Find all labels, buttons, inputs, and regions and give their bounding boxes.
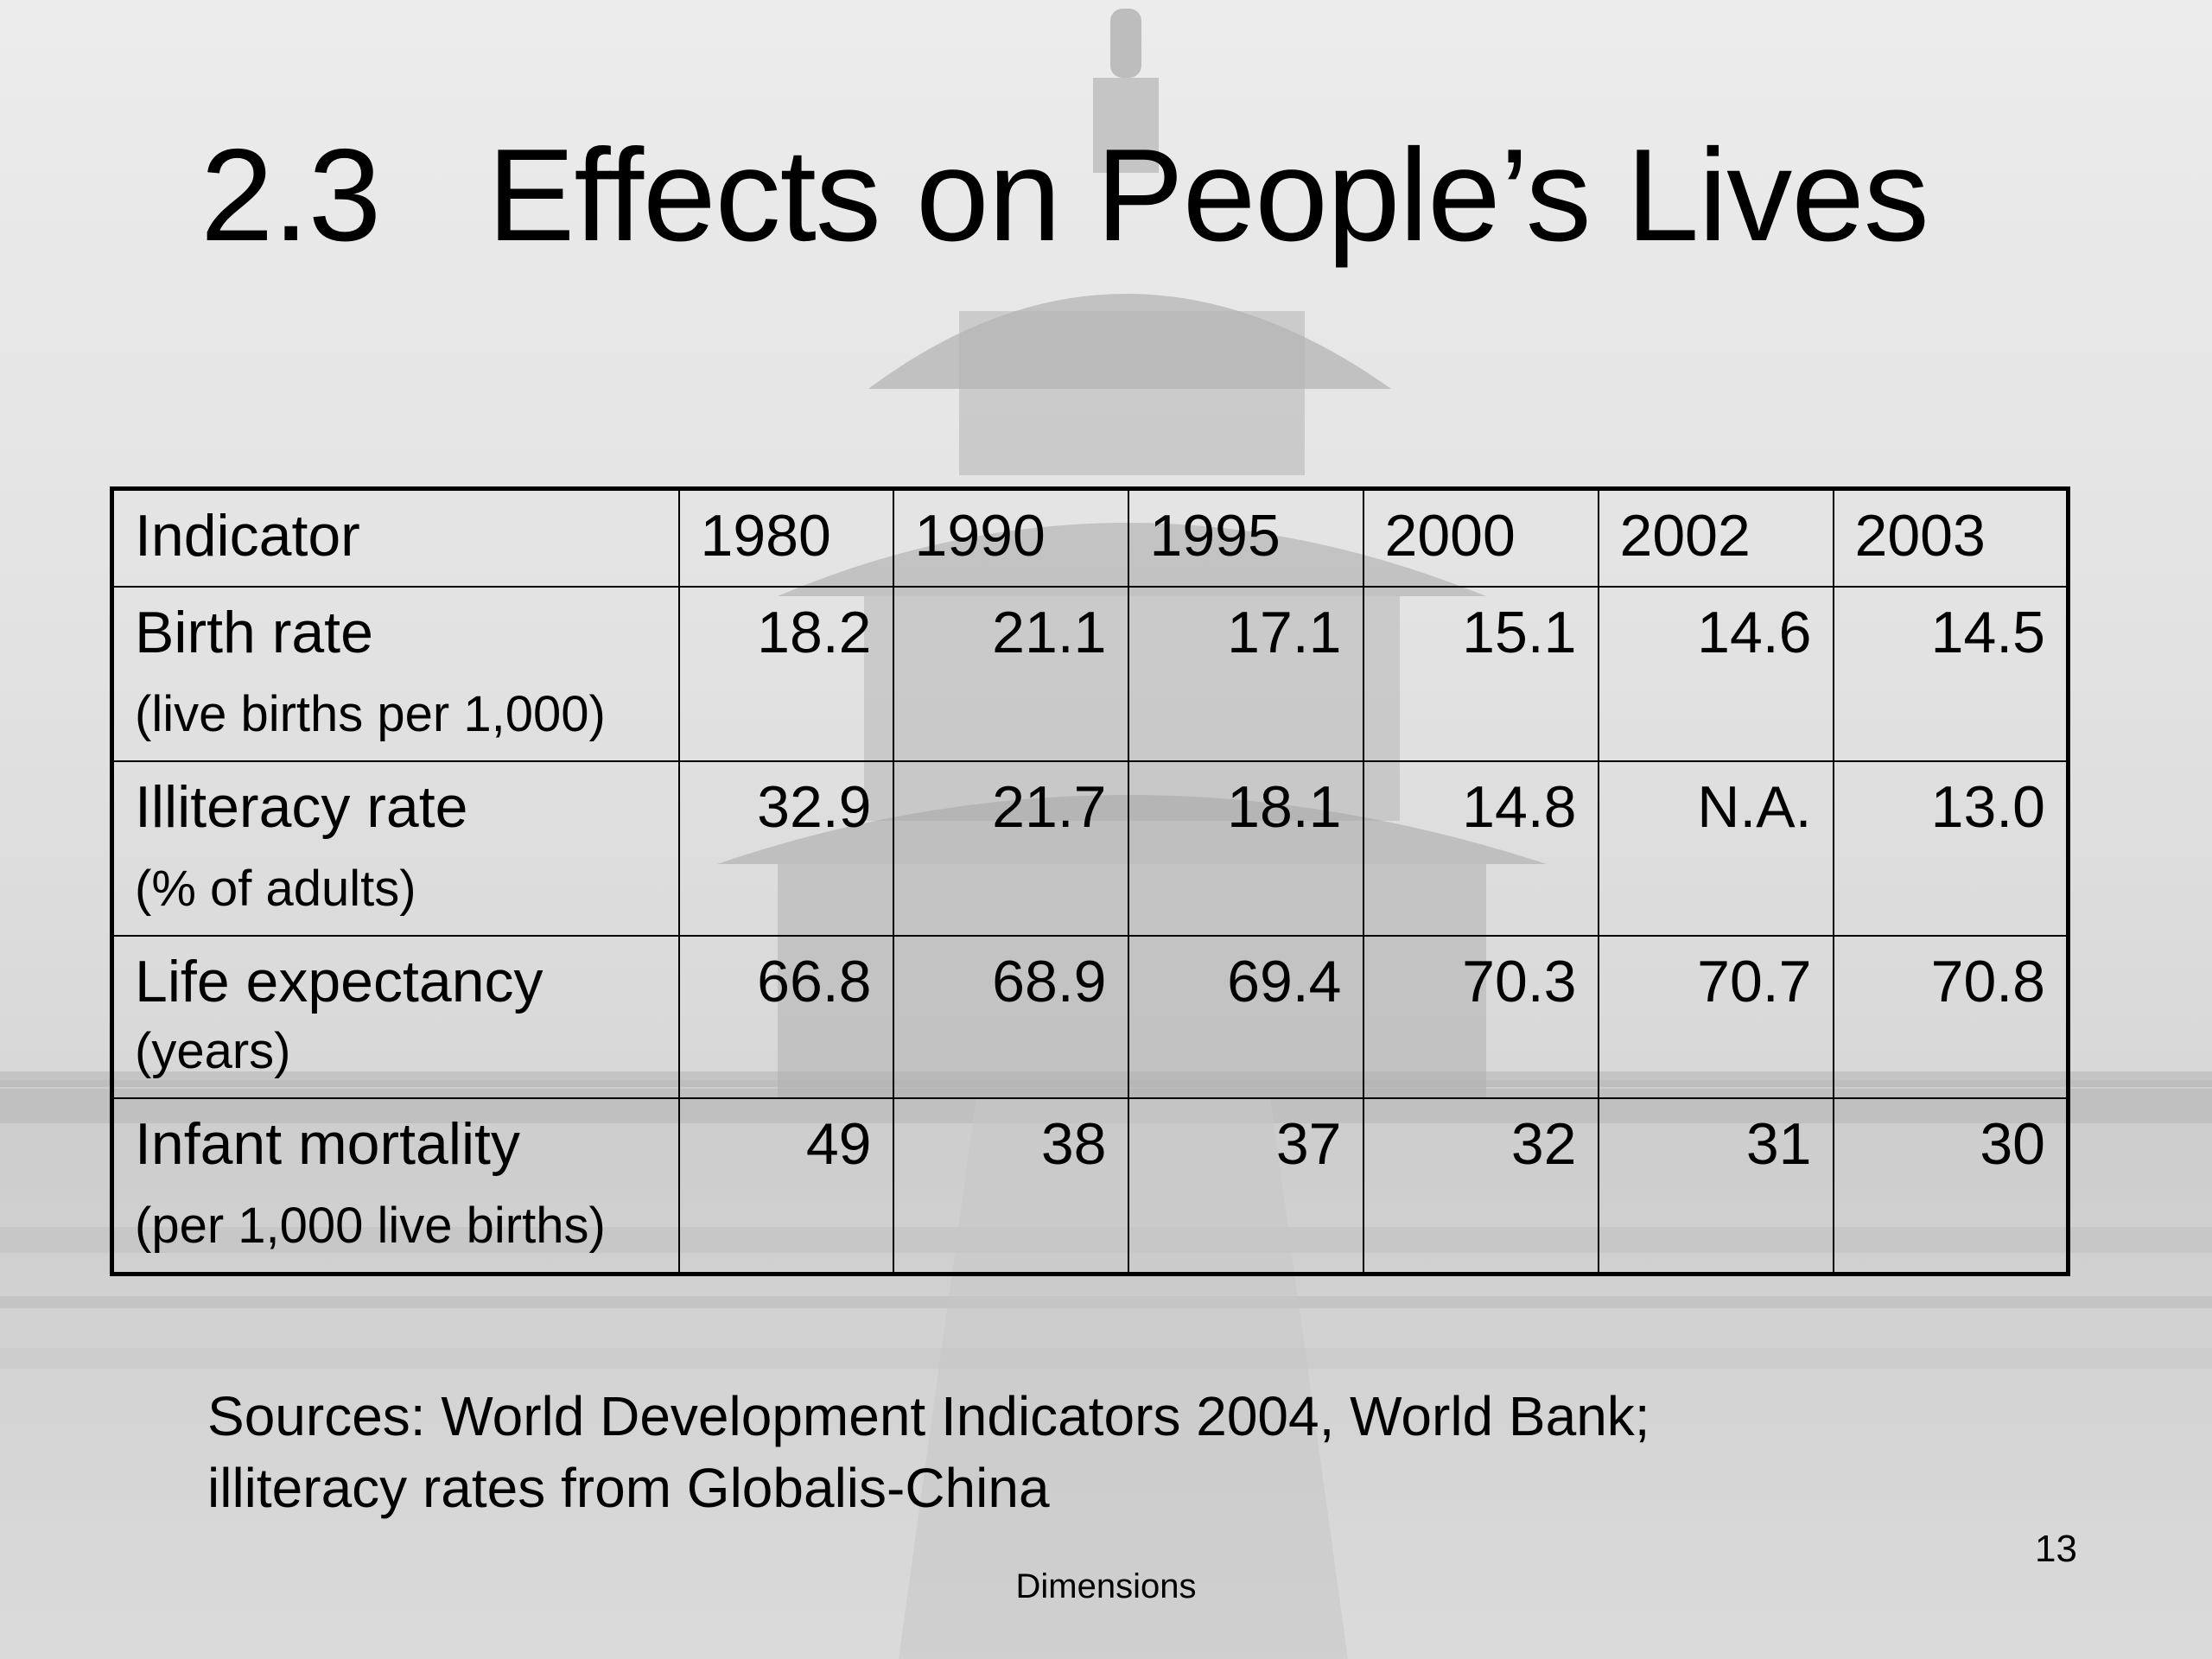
value-cell: 69.4	[1127, 935, 1364, 1099]
column-header: 1990	[892, 487, 1129, 588]
value-cell: 14.8	[1362, 760, 1599, 937]
value-cell: 14.6	[1597, 586, 1834, 762]
table-row: Birth rate (live births per 1,000) 18.2 …	[111, 586, 2069, 762]
value-cell: 66.8	[677, 935, 894, 1099]
value-cell: 31	[1597, 1097, 1834, 1275]
indicator-unit: (per 1,000 live births)	[135, 1198, 606, 1254]
value-cell: 68.9	[892, 935, 1129, 1099]
value-cell: 15.1	[1362, 586, 1599, 762]
value-cell: 32	[1362, 1097, 1599, 1275]
sources-line: illiteracy rates from Globalis-China	[207, 1457, 1050, 1520]
indicator-name: Infant mortality	[135, 1111, 520, 1177]
column-header: 2002	[1597, 487, 1834, 588]
indicator-cell: Infant mortality (per 1,000 live births)	[111, 1097, 680, 1275]
indicator-unit: (years)	[135, 1023, 291, 1079]
table-header-row: Indicator 1980 1990 1995 2000 2002 2003	[111, 487, 2069, 588]
indicator-cell: Birth rate (live births per 1,000)	[111, 586, 680, 762]
indicator-name: Life expectancy	[135, 949, 543, 1014]
value-cell: 21.7	[892, 760, 1129, 937]
value-cell: 70.8	[1832, 935, 2069, 1099]
value-cell: 70.3	[1362, 935, 1599, 1099]
value-cell: 18.2	[677, 586, 894, 762]
sources-line: Sources: World Development Indicators 20…	[207, 1385, 1650, 1447]
value-cell: 30	[1832, 1097, 2069, 1275]
indicator-unit: (live births per 1,000)	[135, 686, 606, 742]
value-cell: 49	[677, 1097, 894, 1275]
footer-text: Dimensions	[1015, 1567, 1197, 1605]
sources-note: Sources: World Development Indicators 20…	[207, 1381, 1650, 1524]
value-cell: 14.5	[1832, 586, 2069, 762]
column-header: 1980	[677, 487, 894, 588]
column-header: 1995	[1127, 487, 1364, 588]
column-header: 2003	[1832, 487, 2069, 588]
table-row: Infant mortality (per 1,000 live births)…	[111, 1097, 2069, 1275]
indicators-table: Indicator 1980 1990 1995 2000 2002 2003 …	[110, 486, 2070, 1276]
value-cell: 21.1	[892, 586, 1129, 762]
value-cell: N.A.	[1597, 760, 1834, 937]
table-row: Illiteracy rate (% of adults) 32.9 21.7 …	[111, 760, 2069, 937]
value-cell: 70.7	[1597, 935, 1834, 1099]
value-cell: 37	[1127, 1097, 1364, 1275]
value-cell: 38	[892, 1097, 1129, 1275]
value-cell: 18.1	[1127, 760, 1364, 937]
indicator-cell: Life expectancy (years)	[111, 935, 680, 1099]
indicator-cell: Illiteracy rate (% of adults)	[111, 760, 680, 937]
value-cell: 13.0	[1832, 760, 2069, 937]
indicator-name: Birth rate	[135, 600, 373, 665]
indicator-name: Illiteracy rate	[135, 774, 468, 840]
table-row: Life expectancy (years) 66.8 68.9 69.4 7…	[111, 935, 2069, 1099]
value-cell: 17.1	[1127, 586, 1364, 762]
page-number: 13	[2035, 1528, 2077, 1570]
value-cell: 32.9	[677, 760, 894, 937]
indicator-unit: (% of adults)	[135, 861, 416, 917]
column-header: 2000	[1362, 487, 1599, 588]
slide-title: 2.3 Effects on People’s Lives	[200, 122, 1929, 269]
column-header: Indicator	[111, 487, 680, 588]
